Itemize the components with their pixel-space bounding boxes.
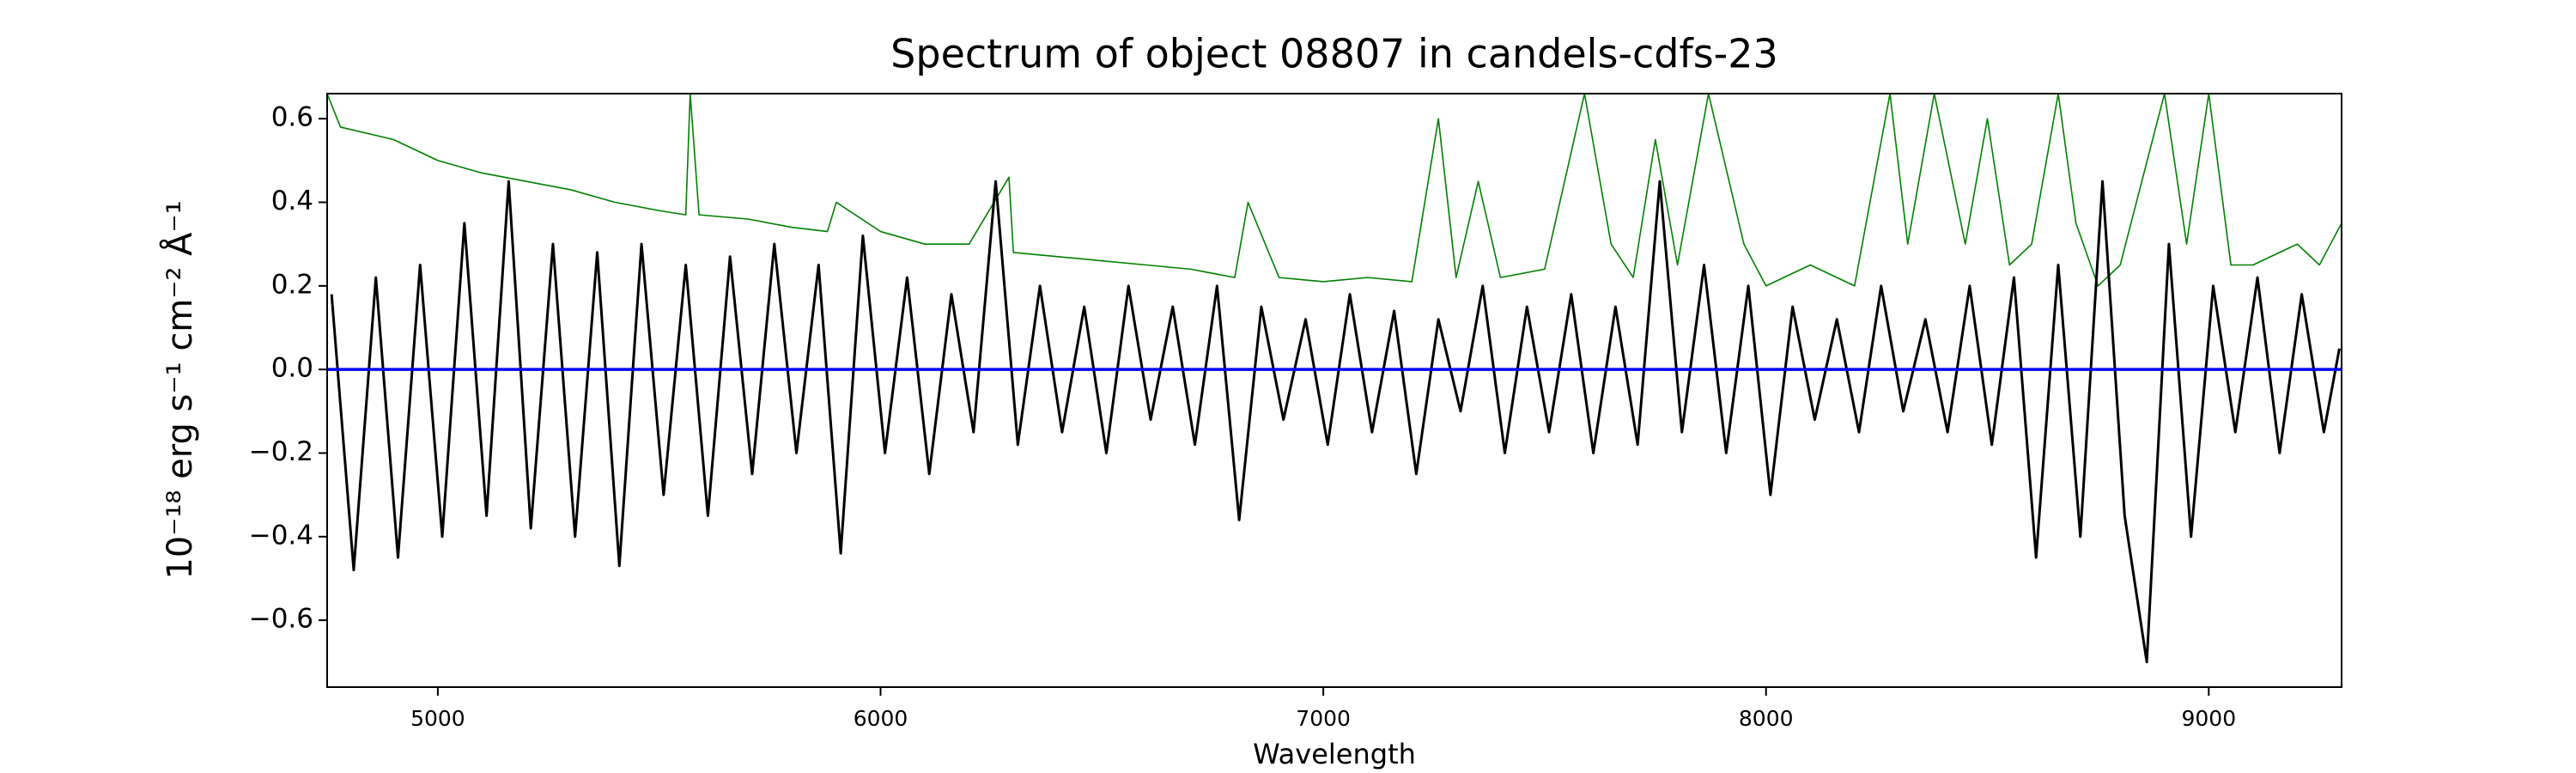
y-tick-label: 0.2 (271, 269, 313, 300)
y-tick-label: −0.4 (249, 520, 313, 551)
x-tick-label: 7000 (1296, 706, 1351, 731)
plot-area (327, 94, 2342, 664)
y-tick-label: 0.0 (271, 353, 313, 384)
x-tick-label: 9000 (2182, 706, 2237, 731)
y-tick-label: 0.6 (271, 102, 313, 133)
x-axis-label: Wavelength (1253, 738, 1416, 770)
y-tick-label: 0.4 (271, 186, 313, 216)
x-tick-label: 6000 (854, 706, 908, 731)
axes-frame (326, 93, 2342, 688)
spectrum-line (327, 94, 2342, 287)
y-axis-label: 10⁻¹⁸ erg s⁻¹ cm⁻² Å⁻¹ (159, 200, 200, 579)
y-tick-label: −0.6 (249, 604, 313, 635)
x-tick-label: 8000 (1739, 706, 1794, 731)
chart-title: Spectrum of object 08807 in candels-cdfs… (890, 31, 1778, 77)
x-tick-label: 5000 (410, 706, 465, 731)
y-tick-label: −0.2 (249, 436, 313, 467)
